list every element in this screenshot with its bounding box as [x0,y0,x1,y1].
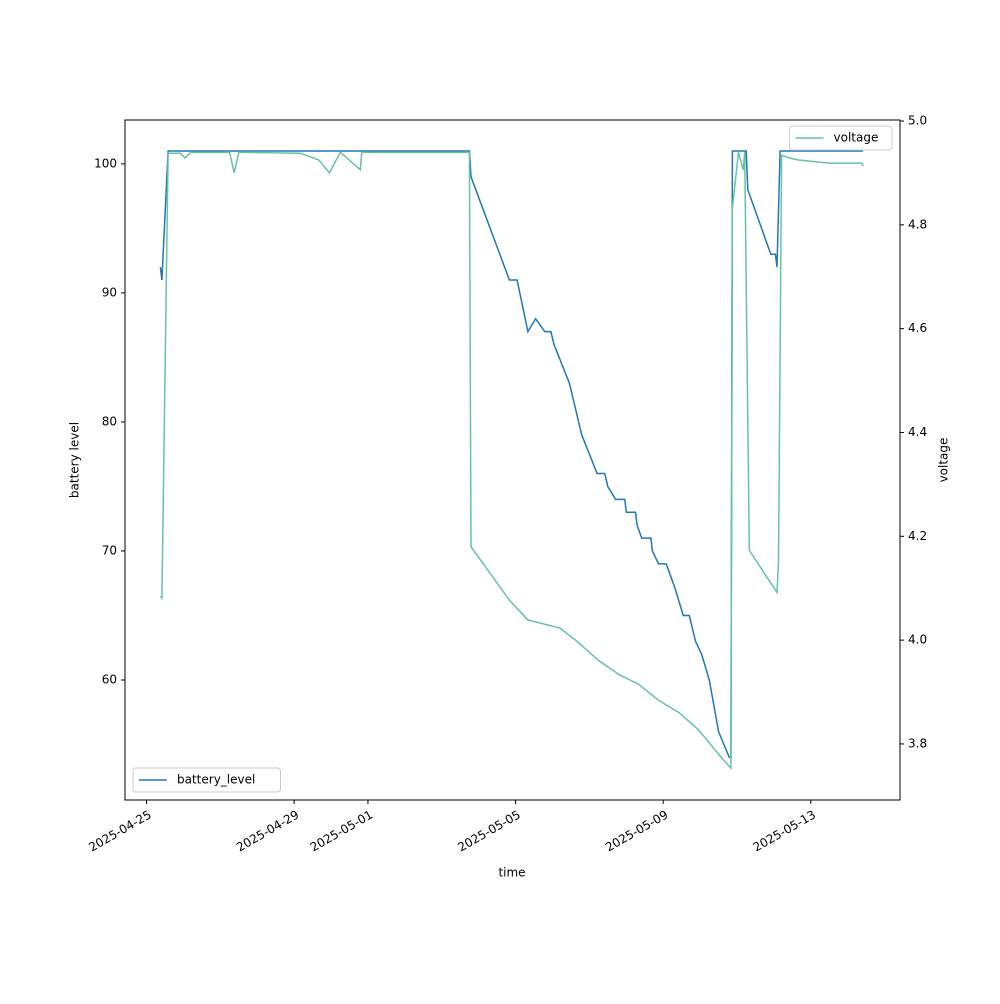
plot [159,150,864,771]
legend-box [789,125,893,151]
y2-axis-label: voltage [937,438,951,483]
y2-tick-label: 4.4 [908,425,927,439]
x-axis-label: time [498,866,525,880]
x-tick-label: 2025-05-13 [751,808,818,855]
y2-tick-label: 4.8 [908,217,927,231]
y-tick-label: 90 [102,285,117,299]
y2-tick-label: 5.0 [908,114,927,128]
x-tick-label: 2025-05-01 [308,808,375,855]
x-tick-label: 2025-04-25 [86,808,153,855]
y-tick-label: 60 [102,673,117,687]
x-tick-label: 2025-05-09 [603,808,670,855]
y2-tick-label: 4.6 [908,321,927,335]
y-tick-label: 100 [94,156,117,170]
legend-box [132,767,281,793]
data-line [159,151,864,771]
legend-label: battery_level [177,773,255,787]
x-tick-label: 2025-04-29 [234,808,301,855]
y-tick-label: 70 [102,543,117,557]
x-tick-label: 2025-05-05 [455,808,522,855]
y-tick-label: 80 [102,414,117,428]
y-axis-label: battery level [68,422,82,498]
legend-label: voltage [834,131,879,145]
y2-tick-label: 3.8 [908,736,927,750]
data-line [159,150,864,759]
y2-tick-label: 4.2 [908,529,927,543]
axes-frame [124,119,901,801]
y2-tick-label: 4.0 [908,633,927,647]
